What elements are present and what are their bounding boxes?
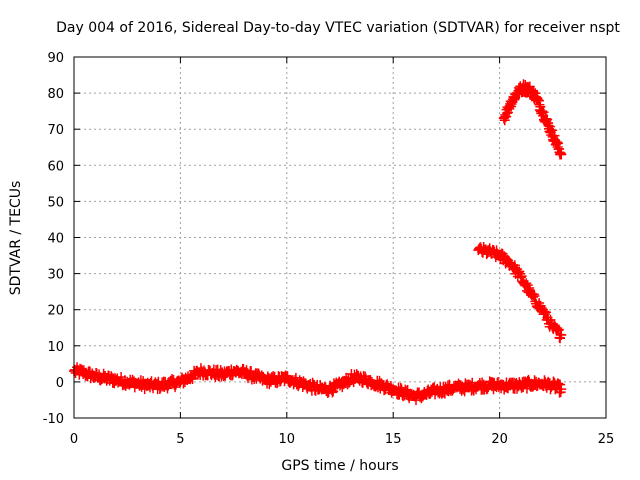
series-main bbox=[69, 362, 567, 406]
series-middle bbox=[473, 242, 567, 344]
data-point bbox=[536, 108, 547, 119]
data-point bbox=[264, 379, 275, 390]
x-tick-label: 20 bbox=[491, 432, 508, 447]
data-point bbox=[555, 329, 566, 340]
y-tick-label: 70 bbox=[47, 123, 64, 138]
y-tick-label: 30 bbox=[47, 268, 64, 283]
data-point bbox=[246, 366, 257, 377]
y-tick-label: 40 bbox=[47, 232, 64, 247]
data-point bbox=[530, 88, 541, 99]
y-tick-label: -10 bbox=[43, 412, 64, 427]
y-axis-label: SDTVAR / TECUs bbox=[8, 181, 24, 296]
chart-title: Day 004 of 2016, Sidereal Day-to-day VTE… bbox=[56, 20, 620, 36]
data-point bbox=[395, 382, 406, 393]
data-point bbox=[515, 268, 526, 279]
data-point bbox=[516, 271, 527, 282]
data-point bbox=[327, 387, 338, 398]
data-point bbox=[549, 130, 560, 141]
x-tick-label: 25 bbox=[598, 432, 615, 447]
x-tick-label: 0 bbox=[70, 432, 78, 447]
y-tick-label: 0 bbox=[56, 376, 64, 391]
data-point bbox=[539, 306, 550, 317]
data-point bbox=[78, 365, 89, 376]
y-tick-label: 10 bbox=[47, 340, 64, 355]
y-tick-label: 90 bbox=[47, 51, 64, 66]
data-point bbox=[528, 289, 539, 300]
axis-ticks: 0 5 10 15 20 25 -10 0 10 20 30 40 50 60 70 80 90 bbox=[43, 51, 615, 447]
y-tick-label: 80 bbox=[47, 87, 64, 102]
y-tick-label: 50 bbox=[47, 195, 64, 210]
x-tick-label: 10 bbox=[279, 432, 296, 447]
data-point bbox=[540, 307, 551, 318]
series-upper bbox=[498, 79, 567, 160]
y-tick-label: 60 bbox=[47, 159, 64, 174]
y-tick-label: 20 bbox=[47, 304, 64, 319]
data-point bbox=[328, 386, 339, 397]
data-point bbox=[529, 291, 540, 302]
x-axis-label: GPS time / hours bbox=[281, 458, 398, 474]
data-point bbox=[555, 387, 566, 398]
data-point bbox=[514, 266, 525, 277]
data-point bbox=[170, 382, 181, 393]
data-point bbox=[555, 148, 566, 159]
data-point bbox=[524, 283, 535, 294]
x-tick-label: 5 bbox=[176, 432, 184, 447]
data-points bbox=[69, 79, 567, 406]
x-tick-label: 15 bbox=[385, 432, 402, 447]
data-point bbox=[98, 368, 109, 379]
